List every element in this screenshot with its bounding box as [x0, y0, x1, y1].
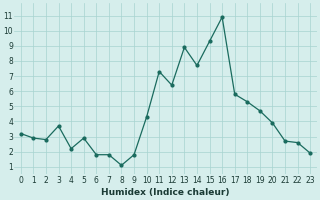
X-axis label: Humidex (Indice chaleur): Humidex (Indice chaleur)	[101, 188, 230, 197]
